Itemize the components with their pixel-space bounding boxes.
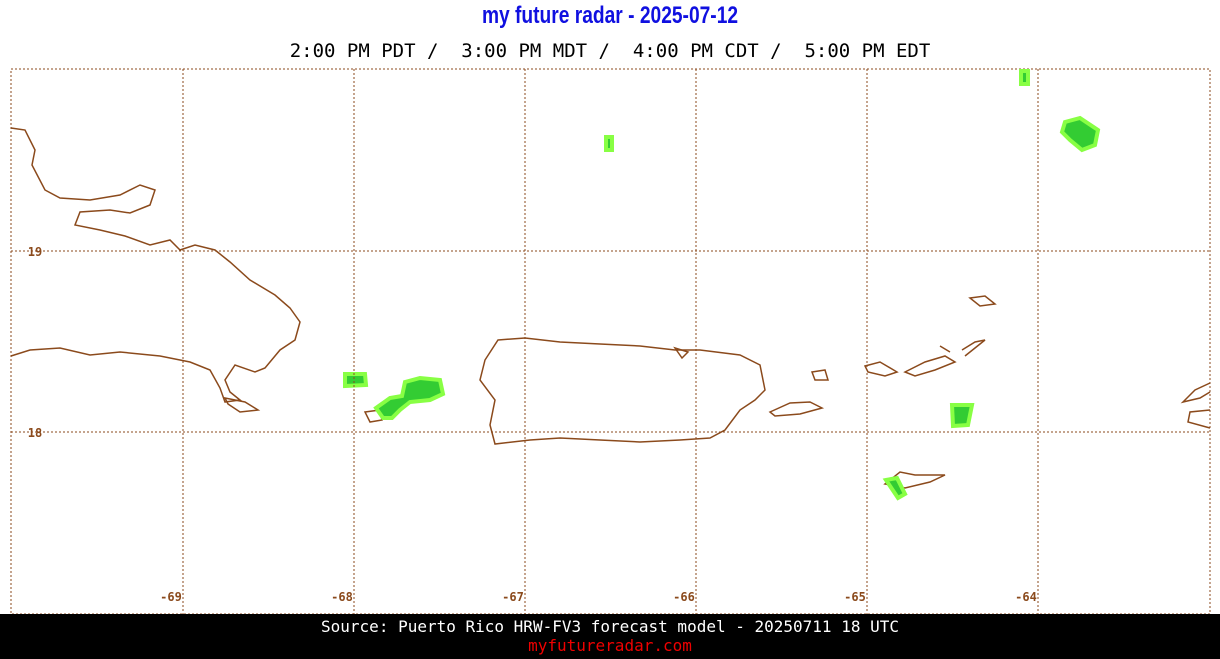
site-link[interactable]: myfutureradar.com [528,636,692,655]
longitude-label: -66 [673,590,695,604]
latitude-label: 19 [28,245,42,259]
map: -69 -68 -67 -66 -65 -64 19 18 [10,68,1211,614]
subtitle: 2:00 PM PDT / 3:00 PM MDT / 4:00 PM CDT … [289,40,931,62]
source-note: Source: Puerto Rico HRW-FV3 forecast mod… [321,617,899,636]
longitude-label: -69 [160,590,182,604]
coastlines [10,127,1211,489]
radar-echoes [343,69,1101,501]
longitude-label: -68 [331,590,353,604]
longitude-label: -67 [502,590,524,604]
longitude-label: -64 [1015,590,1037,604]
footer: Source: Puerto Rico HRW-FV3 forecast mod… [0,614,1220,659]
latitude-label: 18 [28,426,42,440]
graticule: -69 -68 -67 -66 -65 -64 19 18 [11,69,1210,614]
title: my future radar - 2025-07-12 [481,2,739,29]
longitude-label: -65 [844,590,866,604]
